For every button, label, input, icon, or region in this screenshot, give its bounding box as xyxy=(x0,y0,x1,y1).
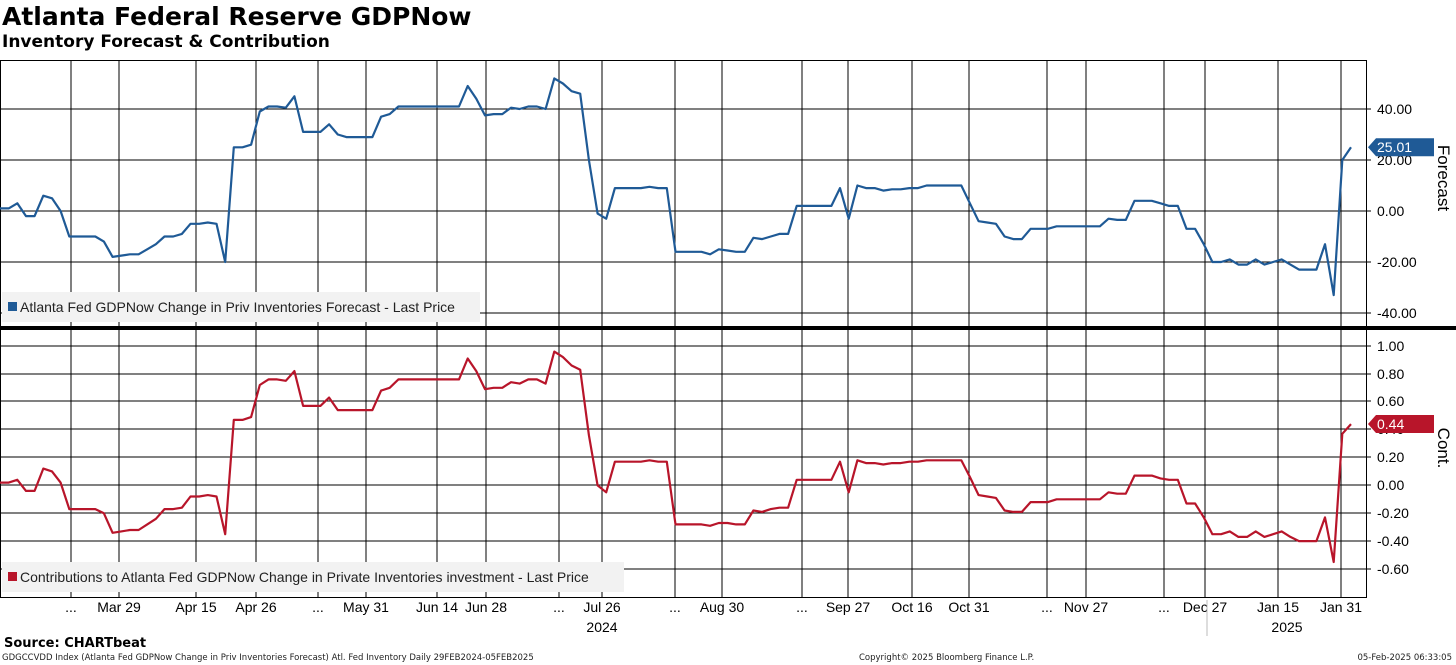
legend-box xyxy=(2,562,624,592)
legend-label: Atlanta Fed GDPNow Change in Priv Invent… xyxy=(20,299,455,315)
ticker-note: GDGCCVDD Index (Atlanta Fed GDPNow Chang… xyxy=(2,653,534,663)
series-line-contribution xyxy=(0,350,1352,564)
y-tick-label: -40.00 xyxy=(1377,305,1417,321)
x-tick-label: ... xyxy=(1158,599,1170,615)
y-tick-label: 1.00 xyxy=(1377,338,1404,354)
x-tick-label: Jul 26 xyxy=(583,599,621,615)
x-tick-label: ... xyxy=(796,599,808,615)
x-tick-label: Jun 14 xyxy=(416,599,458,615)
source-note: Source: CHARTbeat xyxy=(4,636,147,651)
y-tick-label: 0.20 xyxy=(1377,449,1404,465)
y-tick-label: -20.00 xyxy=(1377,254,1417,270)
y-tick-label: -0.20 xyxy=(1377,505,1409,521)
legend-label: Contributions to Atlanta Fed GDPNow Chan… xyxy=(20,569,589,585)
x-tick-label: Jan 31 xyxy=(1320,599,1362,615)
x-tick-label: Oct 31 xyxy=(948,599,989,615)
x-year-label: 2025 xyxy=(1271,619,1302,635)
panel-separator xyxy=(0,326,1456,330)
last-value-label: 0.44 xyxy=(1377,416,1404,432)
legend-swatch xyxy=(8,572,17,581)
timestamp-note: 05-Feb-2025 06:33:05 xyxy=(1357,653,1452,663)
x-tick-label: Apr 15 xyxy=(175,599,216,615)
x-tick-label: Mar 29 xyxy=(97,599,141,615)
x-tick-label: ... xyxy=(312,599,324,615)
last-value-marker xyxy=(1368,415,1434,434)
y-tick-label: 0.80 xyxy=(1377,366,1404,382)
y-tick-label: 0.00 xyxy=(1377,203,1404,219)
axis-title: Cont. xyxy=(1434,428,1453,469)
y-tick-label: 40.00 xyxy=(1377,101,1412,117)
x-tick-label: Dec 27 xyxy=(1183,599,1228,615)
chart-subtitle: Inventory Forecast & Contribution xyxy=(2,32,330,52)
last-value-marker xyxy=(1368,138,1434,157)
y-tick-label: 0.00 xyxy=(1377,477,1404,493)
x-tick-label: May 31 xyxy=(343,599,389,615)
x-year-label: 2024 xyxy=(586,619,617,635)
y-tick-label: -0.40 xyxy=(1377,533,1409,549)
chart-title: Atlanta Federal Reserve GDPNow xyxy=(2,2,472,31)
axis-title: Forecast xyxy=(1434,145,1453,211)
copyright-note: Copyright© 2025 Bloomberg Finance L.P. xyxy=(859,653,1035,663)
legend-swatch xyxy=(8,302,17,311)
series-line-forecast xyxy=(0,77,1352,297)
x-tick-label: Oct 16 xyxy=(891,599,932,615)
x-tick-label: Nov 27 xyxy=(1064,599,1109,615)
y-tick-label: 0.60 xyxy=(1377,393,1404,409)
x-tick-label: Apr 26 xyxy=(235,599,276,615)
legend-box xyxy=(2,292,480,322)
x-tick-label: ... xyxy=(65,599,77,615)
last-value-label: 25.01 xyxy=(1377,139,1412,155)
x-tick-label: Jan 15 xyxy=(1257,599,1299,615)
x-tick-label: Aug 30 xyxy=(700,599,745,615)
x-tick-label: Jun 28 xyxy=(465,599,507,615)
x-tick-label: ... xyxy=(669,599,681,615)
x-tick-label: Sep 27 xyxy=(826,599,871,615)
x-tick-label: ... xyxy=(553,599,565,615)
x-tick-label: ... xyxy=(1041,599,1053,615)
y-tick-label: -0.60 xyxy=(1377,561,1409,577)
